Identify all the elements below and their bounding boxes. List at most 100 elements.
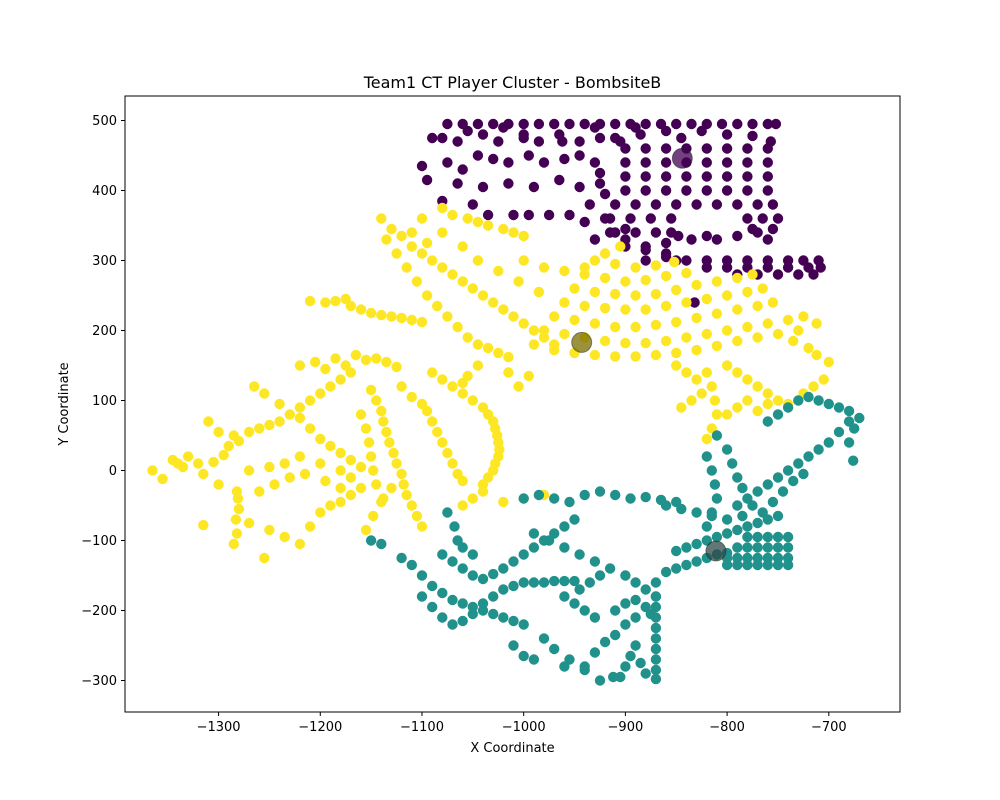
- scatter-point: [772, 395, 784, 406]
- scatter-point: [610, 258, 621, 270]
- scatter-point: [528, 577, 540, 588]
- scatter-point: [808, 269, 819, 280]
- scatter-point: [528, 542, 540, 553]
- scatter-point: [589, 286, 601, 298]
- y-tick-label: 0: [109, 464, 117, 479]
- scatter-point: [849, 423, 860, 434]
- scatter-point: [742, 171, 753, 182]
- scatter-point: [294, 538, 306, 550]
- scatter-point: [742, 552, 753, 564]
- scatter-point: [747, 500, 758, 511]
- scatter-point: [752, 552, 763, 564]
- scatter-point: [574, 181, 585, 193]
- plot-frame: [124, 95, 901, 713]
- scatter-point: [447, 269, 458, 280]
- x-tick-label: −800: [709, 720, 745, 735]
- scatter-point: [416, 316, 428, 328]
- scatter-point: [363, 437, 375, 448]
- scatter-point: [457, 542, 468, 553]
- scatter-point: [803, 391, 814, 403]
- scatter-point: [635, 657, 646, 669]
- scatter-point: [757, 283, 768, 294]
- scatter-point: [752, 199, 763, 210]
- scatter-point: [259, 388, 270, 399]
- scatter-point: [721, 360, 733, 371]
- scatter-point: [350, 349, 362, 361]
- scatter-point: [488, 118, 499, 130]
- scatter-point: [457, 276, 468, 287]
- scatter-point: [416, 570, 428, 581]
- scatter-point: [843, 437, 855, 448]
- scatter-point: [518, 129, 529, 140]
- scatter-point: [711, 493, 723, 504]
- scatter-point: [472, 216, 484, 228]
- scatter-point: [472, 339, 484, 350]
- scatter-point: [660, 251, 672, 263]
- scatter-point: [772, 213, 784, 224]
- scatter-point: [676, 402, 687, 413]
- scatter-point: [437, 612, 448, 623]
- scatter-point: [477, 290, 489, 301]
- scatter-point: [508, 580, 519, 592]
- scatter-point: [416, 160, 428, 172]
- scatter-point: [579, 664, 590, 676]
- scatter-point: [569, 314, 580, 326]
- scatter-point: [589, 647, 601, 658]
- scatter-point: [630, 290, 641, 301]
- scatter-point: [574, 584, 585, 595]
- scatter-point: [843, 405, 855, 417]
- scatter-point: [589, 234, 601, 245]
- scatter-point: [437, 202, 448, 214]
- scatter-point: [579, 300, 590, 312]
- scatter-point: [650, 591, 662, 602]
- scatter-point: [772, 409, 784, 420]
- scatter-point: [620, 598, 631, 609]
- scatter-point: [391, 248, 402, 259]
- scatter-point: [340, 360, 351, 371]
- scatter-point: [386, 482, 397, 494]
- scatter-point: [671, 563, 682, 574]
- scatter-point: [254, 423, 265, 434]
- scatter-point: [447, 209, 458, 221]
- scatter-point: [701, 143, 712, 154]
- scatter-point: [274, 398, 285, 410]
- scatter-point: [752, 332, 763, 343]
- scatter-point: [437, 374, 448, 385]
- scatter-point: [660, 157, 672, 168]
- scatter-point: [823, 398, 834, 410]
- scatter-point: [299, 468, 311, 480]
- scatter-point: [599, 302, 611, 314]
- scatter-point: [782, 402, 794, 413]
- scatter-point: [427, 601, 438, 613]
- scatter-point: [589, 612, 601, 623]
- scatter-point: [427, 367, 438, 378]
- scatter-point: [533, 118, 545, 130]
- scatter-point: [772, 328, 784, 340]
- scatter-point: [442, 507, 453, 518]
- scatter-point: [589, 255, 601, 266]
- scatter-point: [457, 500, 468, 511]
- scatter-point: [691, 279, 702, 291]
- scatter-point: [508, 227, 519, 238]
- scatter-point: [452, 136, 463, 147]
- scatter-point: [284, 472, 295, 483]
- scatter-point: [762, 234, 773, 245]
- scatter-point: [457, 563, 468, 574]
- scatter-point: [721, 514, 733, 525]
- scatter-point: [223, 440, 234, 452]
- scatter-point: [681, 171, 692, 182]
- scatter-point: [706, 465, 717, 476]
- scatter-point: [447, 556, 458, 567]
- scatter-point: [213, 426, 224, 438]
- scatter-point: [767, 297, 779, 308]
- scatter-point: [640, 304, 651, 315]
- scatter-point: [557, 136, 568, 147]
- scatter-point: [701, 367, 712, 378]
- scatter-point: [770, 118, 782, 130]
- cluster-centroid: [671, 147, 693, 169]
- scatter-point: [630, 577, 641, 588]
- scatter-point: [721, 262, 733, 273]
- scatter-point: [378, 493, 389, 504]
- scatter-point: [279, 531, 290, 543]
- scatter-point: [279, 458, 290, 469]
